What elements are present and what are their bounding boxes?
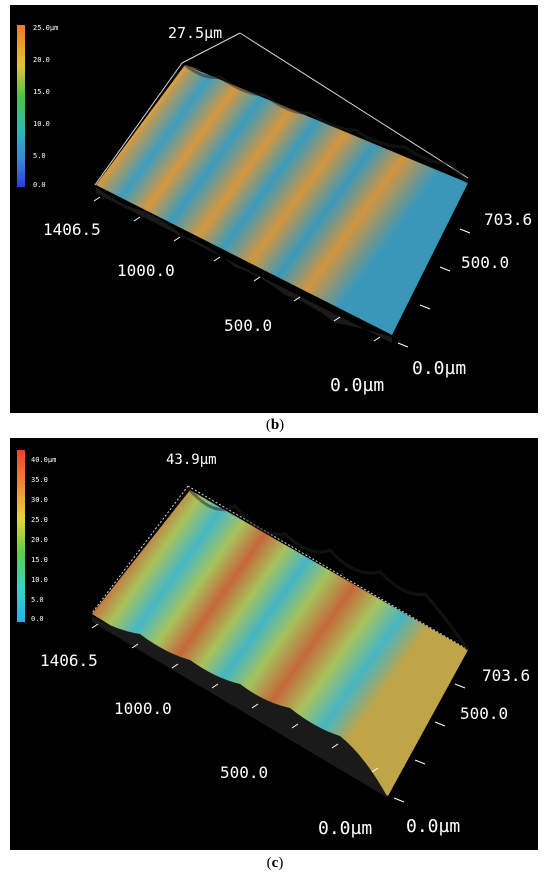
y-axis-label-max: 703.6 <box>484 210 533 229</box>
caption-c: (c) <box>266 855 284 871</box>
y-axis-label-zero: 0.0µm <box>412 358 467 379</box>
scale-label: 10.0 <box>33 120 50 128</box>
x-axis-label-max: 1406.5 <box>40 651 98 670</box>
caption-b: (b) <box>265 417 285 433</box>
height-max-label: 43.9µm <box>166 452 217 468</box>
scale-label: 10.0 <box>31 576 48 584</box>
x-axis-label-max: 1406.5 <box>43 220 101 239</box>
scale-label: 35.0 <box>31 476 48 484</box>
surface-3d-render-c <box>91 485 470 803</box>
x-axis-label-low: 500.0 <box>224 316 273 335</box>
scale-label: 0.0 <box>31 615 44 623</box>
height-max-label: 27.5µm <box>168 24 223 42</box>
surface-mesh-c <box>92 490 468 796</box>
scale-label: 15.0 <box>31 556 48 564</box>
x-axis-label-mid: 1000.0 <box>114 699 172 718</box>
y-axis-label-mid: 500.0 <box>461 253 510 272</box>
scale-label: 40.0µm <box>31 456 57 464</box>
scale-label: 20.0 <box>33 56 50 64</box>
color-scale-bar-c <box>17 450 25 622</box>
scale-label: 5.0 <box>33 152 46 160</box>
surface-mesh-b <box>96 65 468 335</box>
y-axis-label-mid: 500.0 <box>460 704 509 723</box>
y-axis-label-zero: 0.0µm <box>406 816 461 837</box>
scale-label: 5.0 <box>31 596 44 604</box>
surface-plot-panel-b: 25.0µm 20.0 15.0 10.0 5.0 0.0 27.5µm 140… <box>10 5 538 413</box>
color-scale-bar-b <box>17 25 25 187</box>
scale-label: 25.0µm <box>33 24 59 32</box>
scale-label: 20.0 <box>31 536 48 544</box>
scale-label: 25.0 <box>31 516 48 524</box>
x-axis-label-low: 500.0 <box>220 763 269 782</box>
x-axis-label-mid: 1000.0 <box>117 261 175 280</box>
scale-label: 30.0 <box>31 496 48 504</box>
y-axis-label-max: 703.6 <box>482 666 531 685</box>
x-axis-label-zero: 0.0µm <box>330 375 385 396</box>
surface-plot-panel-c: 40.0µm 35.0 30.0 25.0 20.0 15.0 10.0 5.0… <box>10 438 538 850</box>
x-axis-label-zero: 0.0µm <box>318 818 373 839</box>
scale-label: 0.0 <box>33 181 46 189</box>
surface-3d-render-b <box>93 32 471 348</box>
scale-label: 15.0 <box>33 88 50 96</box>
